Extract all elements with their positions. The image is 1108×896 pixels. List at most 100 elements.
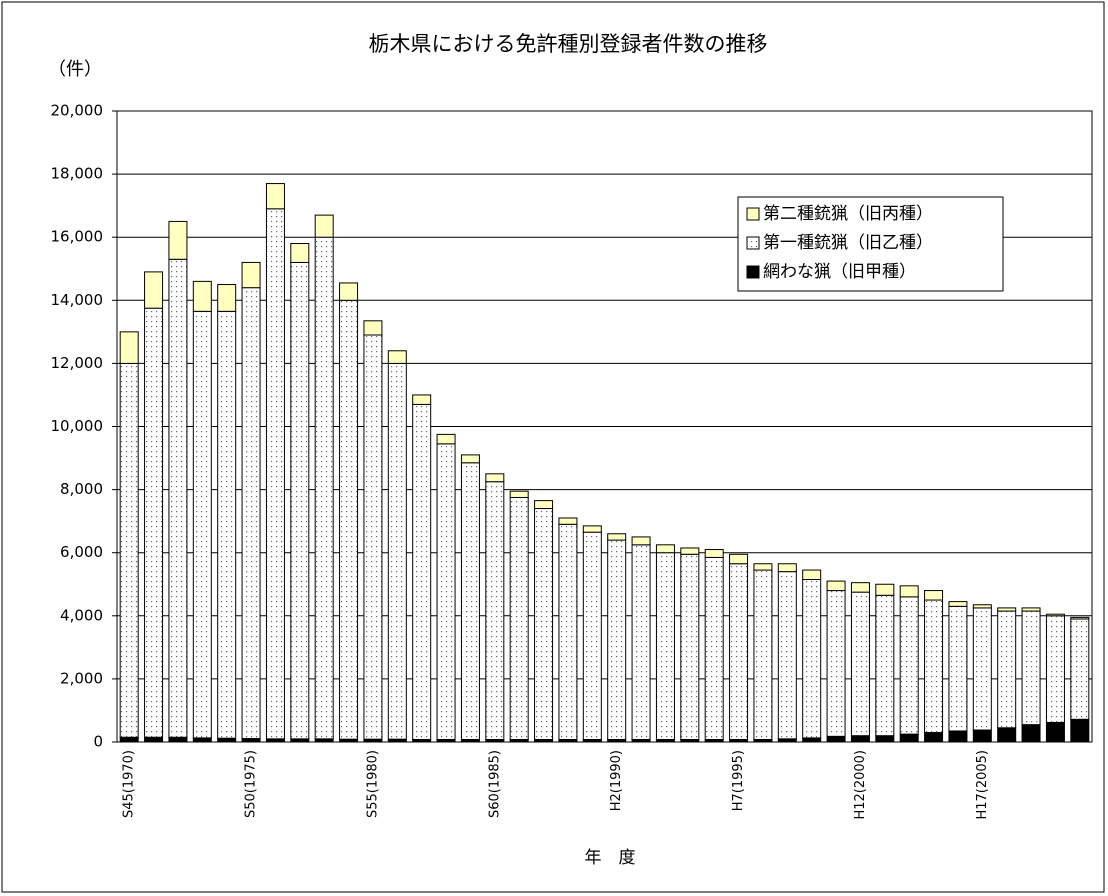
x-axis-label: 年 度 <box>585 848 636 868</box>
x-tick-label: S60(1985) <box>487 750 502 818</box>
legend-box <box>737 196 1004 292</box>
bar-segment <box>826 580 846 592</box>
bar-segment <box>1070 616 1090 620</box>
bar-segment <box>826 735 846 743</box>
bar-segment <box>1070 718 1090 743</box>
bar-segment <box>753 563 773 571</box>
bar-segment <box>1021 607 1041 612</box>
y-tick-label: 6,000 <box>60 543 103 561</box>
bar-segment <box>387 350 407 364</box>
bar-segment <box>168 258 188 738</box>
y-tick-label: 0 <box>93 733 103 751</box>
bar-segment <box>485 481 505 740</box>
bar-segment <box>436 433 456 445</box>
bar-segment <box>850 582 870 593</box>
x-tick-label: S55(1980) <box>365 750 380 818</box>
bar-segment <box>899 585 919 598</box>
bar-segment <box>534 500 554 510</box>
bar-segment <box>631 536 651 546</box>
bar-segment <box>704 549 724 558</box>
bar-segment <box>582 531 602 740</box>
bar-segment <box>460 454 480 464</box>
bar-segment <box>192 280 212 312</box>
bar-segment <box>972 607 992 731</box>
y-tick-label: 10,000 <box>51 417 104 435</box>
bar-segment <box>1021 610 1041 726</box>
x-tick-label: H7(1995) <box>731 750 746 811</box>
bar-segment <box>607 533 627 541</box>
bar-segment <box>582 525 602 533</box>
bar-segment <box>192 737 212 743</box>
bar-segment <box>144 271 164 309</box>
y-tick-label: 8,000 <box>60 480 103 498</box>
bar-segment <box>363 320 383 336</box>
x-tick-label: H17(2005) <box>975 750 990 820</box>
bar-segment <box>777 563 797 573</box>
bar-segment <box>1045 615 1065 723</box>
bar-segment <box>265 183 285 210</box>
bar-segment <box>241 261 261 289</box>
bar-segment <box>753 569 773 740</box>
y-tick-label: 18,000 <box>51 165 104 183</box>
bar-segment <box>924 590 944 601</box>
legend-swatch <box>746 236 760 250</box>
bar-segment <box>802 579 822 739</box>
bar-segment <box>387 362 407 740</box>
bar-segment <box>119 736 139 743</box>
bar-segment <box>412 403 432 740</box>
bar-segment <box>875 735 895 743</box>
bar-segment <box>680 553 700 740</box>
legend-label: 第一種銃猟（旧乙種） <box>763 233 933 253</box>
bar-segment <box>339 299 359 740</box>
bar-segment <box>802 737 822 743</box>
bar-segment <box>509 490 529 498</box>
y-tick-label: 14,000 <box>51 291 104 309</box>
y-axis-label: （件） <box>48 59 102 80</box>
legend-label: 第二種銃猟（旧丙種） <box>763 204 933 224</box>
bar-segment <box>119 331 139 364</box>
bar-segment <box>1021 724 1041 743</box>
bar-segment <box>460 462 480 740</box>
bar-segment <box>1045 721 1065 743</box>
bar-segment <box>339 282 359 301</box>
bar-segment <box>899 596 919 735</box>
bar-segment <box>655 544 675 554</box>
bar-segment <box>607 539 627 740</box>
bar-segment <box>997 727 1017 743</box>
bar-segment <box>290 261 310 740</box>
y-tick-label: 4,000 <box>60 606 103 624</box>
bar-segment <box>192 310 212 739</box>
bar-segment <box>850 735 870 743</box>
bar-segment <box>314 214 334 238</box>
bar-segment <box>704 556 724 740</box>
bar-segment <box>948 601 968 607</box>
y-tick-label: 12,000 <box>51 354 104 372</box>
bar-segment <box>168 736 188 743</box>
bar-segment <box>144 307 164 738</box>
bar-segment <box>631 544 651 740</box>
x-tick-label: S45(1970) <box>122 750 137 818</box>
bar-segment <box>412 394 432 405</box>
bar-segment <box>558 523 578 740</box>
legend-swatch <box>746 265 760 279</box>
bar-segment <box>217 737 237 743</box>
bar-segment <box>436 443 456 740</box>
bar-segment <box>1045 613 1065 617</box>
bar-segment <box>680 547 700 555</box>
y-tick-label: 2,000 <box>60 669 103 687</box>
bar-segment <box>290 243 310 263</box>
bar-segment <box>217 310 237 739</box>
bar-segment <box>217 284 237 312</box>
bar-segment <box>314 236 334 740</box>
bar-segment <box>363 334 383 740</box>
bar-segment <box>241 287 261 740</box>
bar-segment <box>655 552 675 740</box>
bar-segment <box>826 590 846 737</box>
x-tick-label: S50(1975) <box>244 750 259 818</box>
bar-segment <box>924 732 944 743</box>
bar-segment <box>777 571 797 740</box>
bar-segment <box>534 508 554 740</box>
bar-segment <box>997 610 1017 729</box>
bar-segment <box>119 362 139 738</box>
